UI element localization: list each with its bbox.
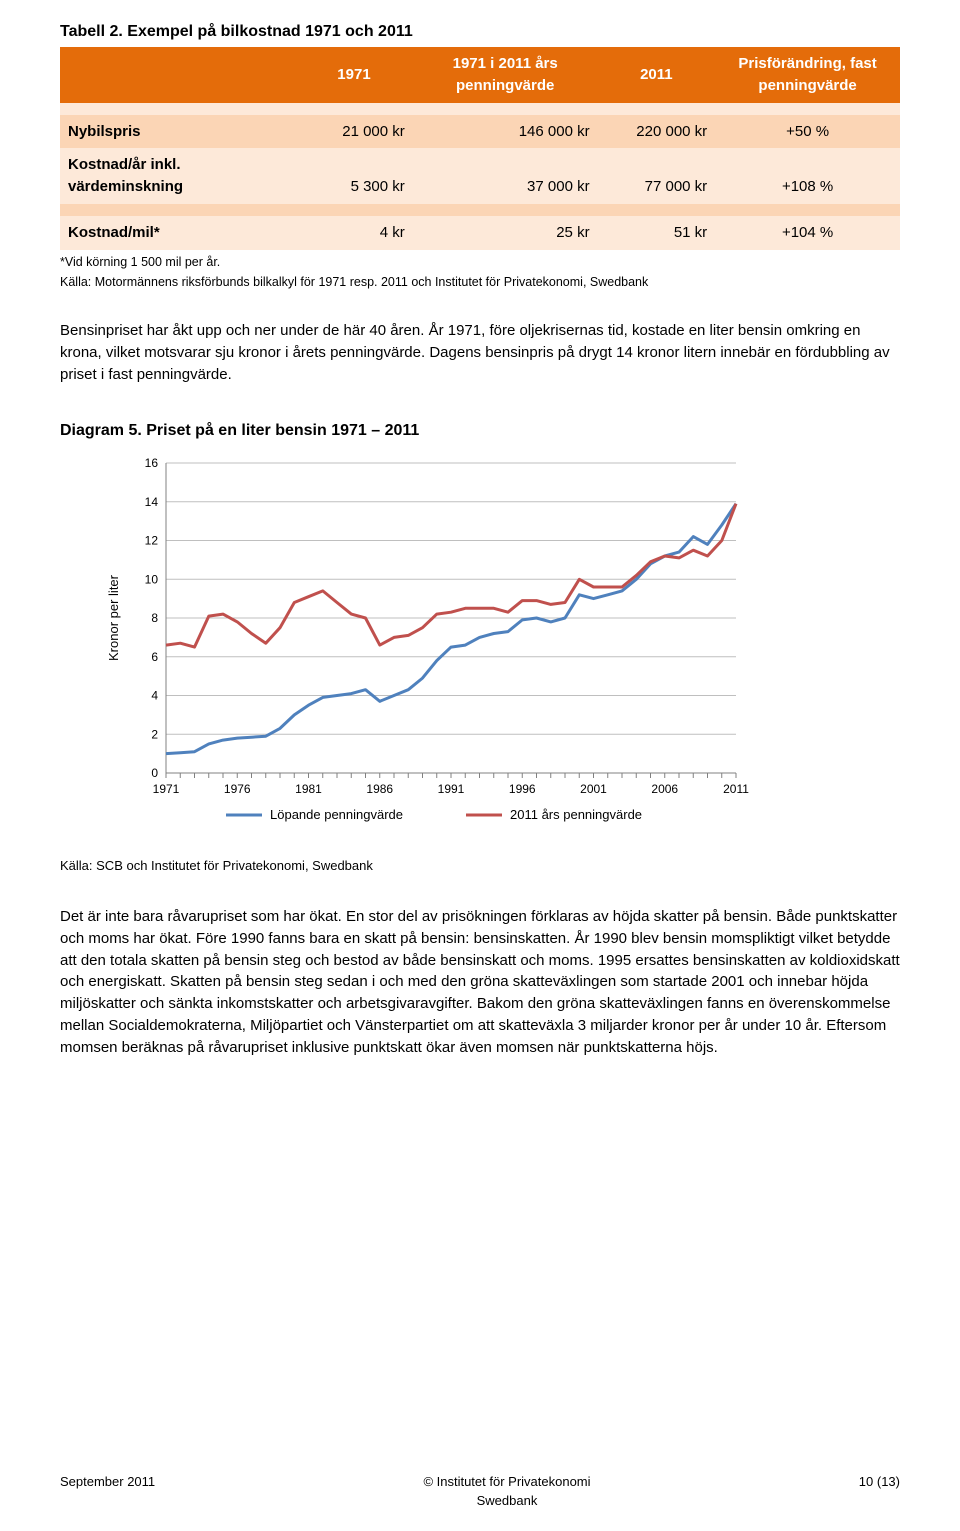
cell: +50 %: [715, 115, 900, 149]
cost-table: 1971 1971 i 2011 års penningvärde 2011 P…: [60, 47, 900, 250]
cell: 77 000 kr: [598, 148, 716, 204]
cell: 4 kr: [295, 216, 413, 250]
table-title: Tabell 2. Exempel på bilkostnad 1971 och…: [60, 20, 900, 43]
svg-text:4: 4: [151, 688, 158, 702]
svg-text:6: 6: [151, 649, 158, 663]
svg-text:Löpande penningvärde: Löpande penningvärde: [270, 807, 403, 822]
table-row: Kostnad/mil* 4 kr 25 kr 51 kr +104 %: [60, 216, 900, 250]
cell: +108 %: [715, 148, 900, 204]
row-label: Kostnad/år inkl. värdeminskning: [60, 148, 295, 204]
table-footnote-2: Källa: Motormännens riksförbunds bilkalk…: [60, 274, 900, 290]
cell: 146 000 kr: [413, 115, 598, 149]
svg-text:Kronor per liter: Kronor per liter: [106, 574, 121, 661]
cell: 25 kr: [413, 216, 598, 250]
col-4: Prisförändring, fast penningvärde: [715, 47, 900, 103]
footer-left: September 2011: [60, 1473, 155, 1511]
table-row: [60, 204, 900, 216]
body-paragraph-1: Bensinpriset har åkt upp och ner under d…: [60, 320, 900, 385]
svg-text:0: 0: [151, 766, 158, 780]
row-label: [60, 204, 295, 216]
table-footnote-1: *Vid körning 1 500 mil per år.: [60, 254, 900, 270]
cell: 5 300 kr: [295, 148, 413, 204]
svg-text:8: 8: [151, 611, 158, 625]
cell: 51 kr: [598, 216, 716, 250]
svg-text:16: 16: [145, 456, 159, 470]
page-footer: September 2011 © Institutet för Privatek…: [60, 1473, 900, 1511]
cell: [715, 204, 900, 216]
diagram-title: Diagram 5. Priset på en liter bensin 197…: [60, 419, 900, 442]
svg-text:1986: 1986: [366, 782, 393, 796]
svg-text:2011: 2011: [723, 782, 749, 796]
col-0: [60, 47, 295, 103]
spacer-row: [60, 103, 900, 115]
table-row: Nybilspris 21 000 kr 146 000 kr 220 000 …: [60, 115, 900, 149]
col-1: 1971: [295, 47, 413, 103]
col-2: 1971 i 2011 års penningvärde: [413, 47, 598, 103]
cell: 220 000 kr: [598, 115, 716, 149]
svg-text:10: 10: [145, 572, 159, 586]
footer-center: © Institutet för Privatekonomi Swedbank: [423, 1473, 590, 1511]
svg-text:1981: 1981: [295, 782, 322, 796]
svg-text:1996: 1996: [509, 782, 536, 796]
cell: 21 000 kr: [295, 115, 413, 149]
cell: 37 000 kr: [413, 148, 598, 204]
footer-center-2: Swedbank: [477, 1493, 538, 1508]
cell: [413, 204, 598, 216]
cell: +104 %: [715, 216, 900, 250]
svg-text:2: 2: [151, 727, 158, 741]
svg-text:1991: 1991: [438, 782, 465, 796]
col-3: 2011: [598, 47, 716, 103]
row-label: Nybilspris: [60, 115, 295, 149]
body-paragraph-2: Det är inte bara råvarupriset som har ök…: [60, 906, 900, 1058]
svg-text:1976: 1976: [224, 782, 251, 796]
footer-center-1: © Institutet för Privatekonomi: [423, 1474, 590, 1489]
svg-text:2001: 2001: [580, 782, 607, 796]
svg-text:2006: 2006: [651, 782, 678, 796]
footer-right: 10 (13): [859, 1473, 900, 1511]
cell: [295, 204, 413, 216]
row-label: Kostnad/mil*: [60, 216, 295, 250]
cell: [598, 204, 716, 216]
diagram-source: Källa: SCB och Institutet för Privatekon…: [60, 857, 900, 876]
svg-text:1971: 1971: [153, 782, 180, 796]
svg-text:12: 12: [145, 533, 159, 547]
table-row: Kostnad/år inkl. värdeminskning 5 300 kr…: [60, 148, 900, 204]
line-chart: 0 2 4 6 8 10 12 14 16 1971 1976 1981 1986 1991 1996 200…: [100, 453, 750, 843]
svg-text:14: 14: [145, 494, 159, 508]
svg-text:2011 års penningvärde: 2011 års penningvärde: [510, 807, 642, 822]
